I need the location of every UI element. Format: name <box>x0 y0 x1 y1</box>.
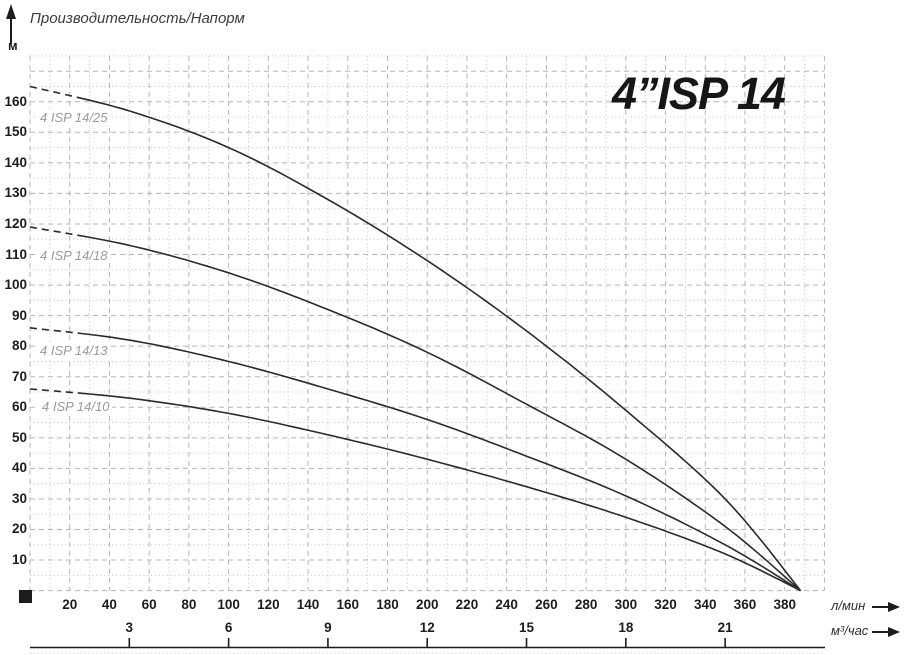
x1-tick-label: 20 <box>62 597 78 612</box>
y-axis-arrow-head-icon <box>6 4 16 19</box>
x2-tick-label: 12 <box>419 620 435 635</box>
x1-tick-label: 120 <box>257 597 280 612</box>
curve-dashed-start-4-isp-14-25 <box>29 85 82 100</box>
y-tick-label: 120 <box>4 215 27 231</box>
y-tick-label: 10 <box>11 552 27 568</box>
curve-dashed-start-4-isp-14-13 <box>29 327 82 335</box>
x1-tick-label: 180 <box>376 597 399 612</box>
x1-tick-label: 200 <box>415 597 439 612</box>
x2-tick-label: 9 <box>324 620 332 635</box>
x1-axis-arrow-head-icon <box>888 602 900 612</box>
x1-tick-label: 360 <box>733 597 757 612</box>
curve-label-4-isp-14-13: 4 ISP 14/13 <box>37 343 111 358</box>
curve-dashed-start-4-isp-14-18 <box>29 226 82 237</box>
x-axis-unit-m3-h: м³/час <box>831 623 869 638</box>
chart-title: 4”ISP 14 <box>612 68 786 119</box>
x1-tick-label: 80 <box>181 597 197 612</box>
x1-tick-label: 220 <box>455 597 479 612</box>
curve-label-4-isp-14-10: 4 ISP 14/10 <box>39 399 113 414</box>
curve-4-isp-14-25 <box>81 97 802 592</box>
y-tick-label: 60 <box>11 399 27 415</box>
x1-tick-label: 140 <box>296 597 320 612</box>
x2-tick-label: 21 <box>717 620 733 635</box>
y-tick-label: 140 <box>4 154 27 170</box>
x1-tick-label: 280 <box>574 597 598 612</box>
x1-tick-label: 380 <box>773 597 796 612</box>
curve-label-4-isp-14-25: 4 ISP 14/25 <box>37 110 111 125</box>
y-tick-label: 70 <box>11 368 27 384</box>
y-tick-label: 20 <box>11 521 27 537</box>
y-tick-label: 40 <box>11 460 27 476</box>
y-tick-label: 110 <box>5 246 27 262</box>
x-axis-unit-l-min: л/мин <box>831 598 866 613</box>
x2-tick-label: 3 <box>125 620 134 635</box>
x1-tick-label: 340 <box>694 597 717 612</box>
x2-tick-label: 18 <box>618 620 634 635</box>
x1-tick-label: 260 <box>535 597 558 612</box>
curve-label-4-isp-14-18: 4 ISP 14/18 <box>37 248 111 263</box>
curve-dashed-start-4-isp-14-10 <box>29 388 82 395</box>
x2-axis-arrow-head-icon <box>888 627 900 637</box>
y-axis-unit: м <box>8 38 18 53</box>
x2-tick-label: 15 <box>519 620 535 635</box>
curve-4-isp-14-10 <box>81 392 801 592</box>
x1-tick-label: 240 <box>495 597 518 612</box>
y-tick-label: 80 <box>11 338 27 354</box>
y-tick-label: 100 <box>4 277 27 293</box>
origin-marker-square <box>19 590 32 603</box>
curve-4-isp-14-18 <box>81 235 802 592</box>
curve-4-isp-14-13 <box>81 332 802 592</box>
x2-tick-label: 6 <box>224 620 233 635</box>
x1-tick-label: 160 <box>336 597 360 612</box>
y-tick-label: 90 <box>11 307 27 323</box>
y-axis-title: Производительность/Напорм <box>30 10 245 27</box>
x1-tick-label: 100 <box>217 597 240 612</box>
y-tick-label: 160 <box>4 93 27 109</box>
y-tick-label: 130 <box>4 185 27 201</box>
y-tick-label: 30 <box>11 490 27 506</box>
y-tick-label: 50 <box>11 429 27 445</box>
x1-tick-label: 40 <box>101 597 117 612</box>
x1-tick-label: 300 <box>614 597 638 612</box>
y-tick-label: 150 <box>4 124 27 140</box>
x1-tick-label: 320 <box>654 597 677 612</box>
x1-tick-label: 60 <box>141 597 157 612</box>
